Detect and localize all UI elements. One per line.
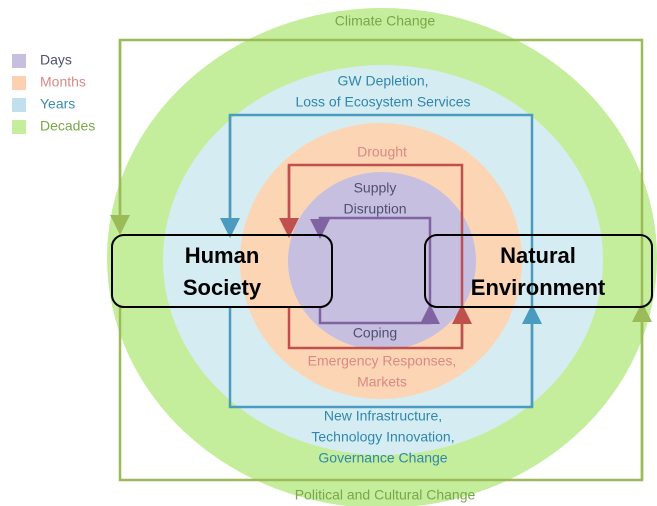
years-top-label: Loss of Ecosystem Services [295, 94, 470, 110]
legend-label: Days [40, 52, 72, 68]
human-box-label: Human [185, 243, 260, 268]
human-box-label: Society [183, 275, 262, 300]
natural-box [424, 234, 653, 308]
legend-label: Decades [40, 118, 95, 134]
natural-box-label: Environment [471, 275, 606, 300]
days-bottom-label: Coping [353, 325, 397, 341]
months-bottom-label: Markets [357, 374, 407, 390]
loops [110, 38, 652, 482]
days-top-label: Disruption [343, 201, 406, 217]
months-bottom-label: Emergency Responses, [308, 353, 457, 369]
legend-swatch [12, 120, 26, 134]
months-top-label: Drought [357, 144, 407, 160]
years-bottom-label: Governance Change [318, 450, 447, 466]
decades-top-label: Climate Change [335, 13, 436, 29]
natural-box-label: Natural [500, 243, 576, 268]
legend-swatch [12, 98, 26, 112]
legend-swatch [12, 76, 26, 90]
labels: Days Months Years Decades Climate Change Poli… [12, 13, 606, 503]
decades-bottom-label: Political and Cultural Change [295, 487, 476, 503]
days-top-label: Supply [354, 180, 397, 196]
human-box [111, 234, 333, 308]
years-bottom-label: Technology Innovation, [311, 429, 454, 445]
years-top-label: GW Depletion, [337, 73, 428, 89]
years-bottom-label: New Infrastructure, [324, 408, 442, 424]
legend-swatch [12, 54, 26, 68]
legend-label: Years [40, 96, 75, 112]
legend-label: Months [40, 74, 86, 90]
